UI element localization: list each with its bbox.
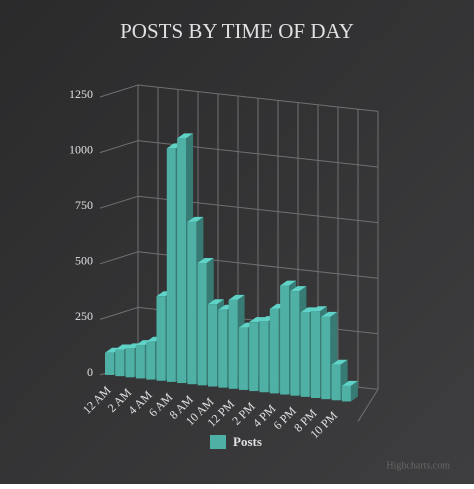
bar-front [321, 316, 331, 400]
bar-top [321, 311, 338, 317]
grid-line [99, 140, 379, 168]
bar-front [115, 349, 125, 377]
bar-front [105, 352, 114, 375]
chart-title: POSTS BY TIME OF DAY [120, 19, 354, 43]
bar-front [311, 311, 320, 398]
bar-front [135, 345, 145, 379]
bar-front [280, 285, 290, 395]
bar-front [269, 308, 279, 394]
grid-line [99, 195, 379, 224]
bar-front [249, 322, 259, 392]
bar-top [311, 306, 327, 312]
grid-line [99, 251, 379, 279]
grid-line [99, 84, 379, 112]
bar [341, 380, 358, 402]
bar-front [125, 348, 135, 378]
y-tick-label: 750 [75, 198, 93, 212]
credits[interactable]: Highcharts.com [386, 460, 450, 471]
bar-top [228, 294, 245, 300]
y-tick-label: 1000 [69, 142, 93, 156]
bar-top [208, 299, 224, 305]
bar-front [228, 299, 238, 389]
bar-front [177, 138, 187, 384]
bar-top [300, 307, 317, 313]
bar-front [208, 304, 217, 387]
bar-front [259, 321, 269, 393]
bar-front [146, 341, 156, 380]
bar-side [350, 380, 358, 402]
bar-front [166, 148, 176, 382]
bar-front [197, 263, 207, 386]
bar-front [218, 309, 228, 388]
bar-top [187, 216, 204, 222]
bar-top [197, 258, 214, 264]
bar-front [238, 327, 248, 390]
bar-front [331, 364, 341, 401]
bar-top [280, 280, 297, 286]
bar-front [290, 291, 300, 396]
bar-top [341, 380, 358, 386]
bar-top [249, 317, 266, 323]
bar-front [341, 385, 351, 402]
floor-edge [357, 389, 379, 422]
y-tick-label: 0 [87, 365, 93, 379]
y-tick-label: 1250 [69, 87, 93, 101]
y-tick-label: 250 [75, 309, 93, 323]
bar-top [290, 286, 307, 292]
bar-front [187, 221, 197, 385]
legend-label[interactable]: Posts [233, 434, 262, 449]
bar-top [331, 359, 348, 365]
y-tick-label: 500 [75, 254, 93, 268]
bar-top [115, 344, 132, 350]
bar-front [156, 296, 166, 381]
legend-symbol[interactable] [210, 435, 226, 449]
bar-front [300, 312, 310, 397]
bar-top [177, 133, 194, 139]
